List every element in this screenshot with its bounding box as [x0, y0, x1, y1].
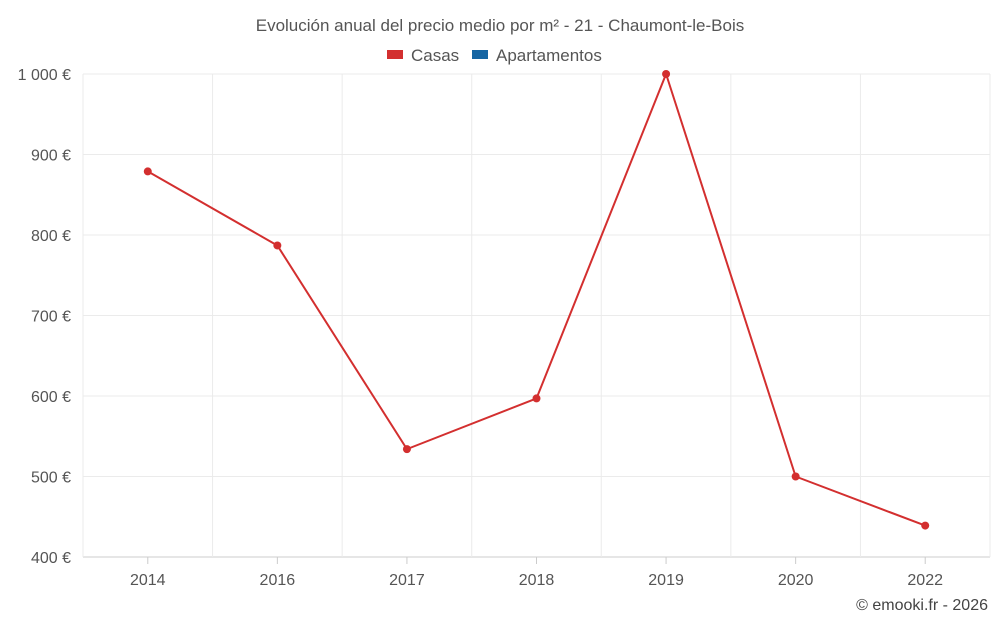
legend-label-casas[interactable]: Casas: [411, 46, 459, 65]
x-tick-label: 2017: [389, 572, 425, 589]
x-tick-label: 2018: [519, 572, 555, 589]
axes: 400 € 500 € 600 € 700 € 800 € 900 € 1 000 € 201…: [18, 67, 944, 589]
data-point[interactable]: [791, 472, 800, 481]
y-tick-label: 600 €: [31, 389, 71, 406]
y-tick-label: 400 €: [31, 550, 71, 567]
y-tick-label: 1 000 €: [18, 67, 71, 84]
x-tick-label: 2019: [648, 572, 684, 589]
chart-credit[interactable]: © emooki.fr - 2026: [856, 597, 988, 614]
series-layer: [143, 70, 930, 530]
data-point[interactable]: [143, 167, 152, 176]
y-tick-label: 800 €: [31, 228, 71, 245]
x-tick-label: 2016: [260, 572, 296, 589]
grid: [82, 73, 991, 558]
y-tick-label: 700 €: [31, 309, 71, 326]
legend-swatch-casas: [387, 50, 403, 59]
data-point[interactable]: [402, 445, 411, 454]
x-tick-label: 2022: [907, 572, 943, 589]
legend-label-apartamentos[interactable]: Apartamentos: [496, 46, 602, 65]
y-tick-label: 500 €: [31, 470, 71, 487]
data-point[interactable]: [532, 394, 541, 403]
data-point[interactable]: [921, 521, 930, 530]
data-point[interactable]: [273, 241, 282, 250]
series-line-casas: [147, 73, 926, 527]
data-point[interactable]: [662, 70, 671, 78]
legend: Casas Apartamentos: [387, 46, 602, 65]
x-tick-label: 2020: [778, 572, 814, 589]
y-tick-label: 900 €: [31, 148, 71, 165]
x-tick-label: 2014: [130, 572, 166, 589]
legend-swatch-apartamentos: [472, 50, 488, 59]
chart-title: Evolución anual del precio medio por m² …: [256, 16, 745, 35]
